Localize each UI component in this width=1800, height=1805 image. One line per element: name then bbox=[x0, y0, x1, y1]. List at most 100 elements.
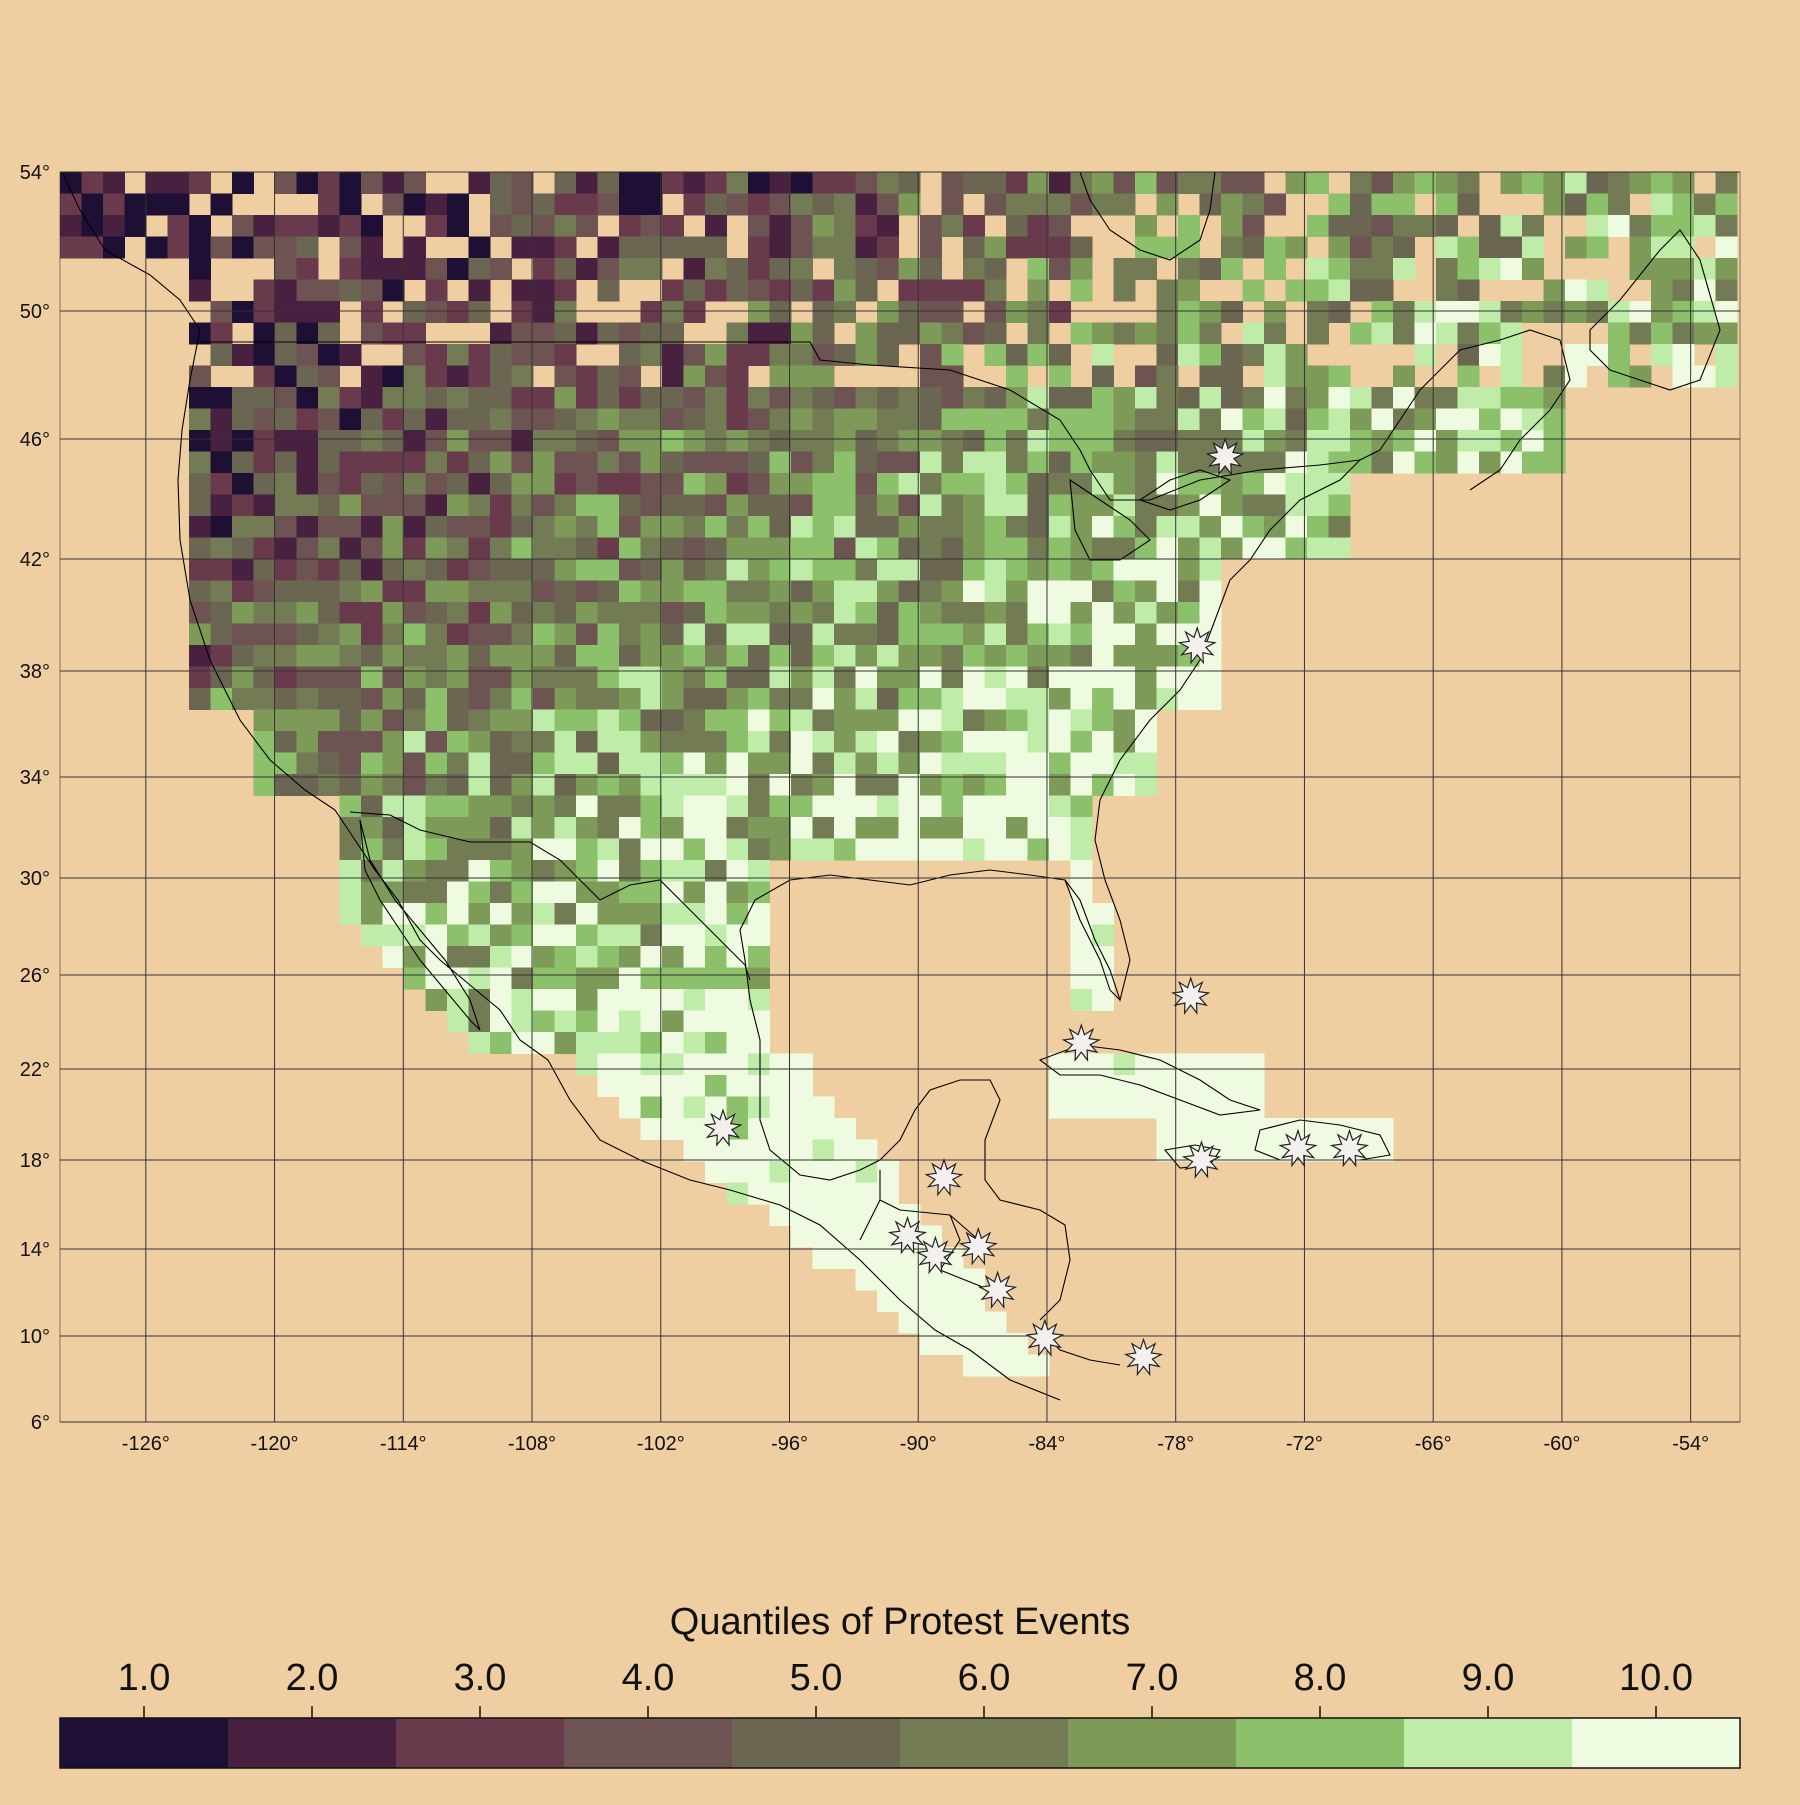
quantile-cell bbox=[511, 516, 534, 538]
quantile-cell bbox=[576, 516, 598, 538]
quantile-cell bbox=[533, 387, 555, 409]
legend-swatch bbox=[1236, 1718, 1404, 1768]
quantile-cell bbox=[791, 537, 813, 560]
lat-tick-label: 18° bbox=[20, 1150, 50, 1172]
quantile-cell bbox=[619, 215, 641, 237]
border-us-mexico bbox=[349, 811, 751, 981]
quantile-cell bbox=[662, 752, 684, 775]
quantile-cell bbox=[1457, 408, 1480, 431]
quantile-cell bbox=[533, 709, 555, 732]
quantile-cell bbox=[984, 709, 1007, 732]
quantile-cell bbox=[339, 451, 362, 474]
quantile-cell bbox=[210, 301, 233, 323]
quantile-cell bbox=[1156, 365, 1179, 388]
quantile-cell bbox=[232, 537, 254, 560]
quantile-cell bbox=[339, 881, 362, 904]
quantile-cell bbox=[253, 559, 276, 581]
quantile-cell bbox=[662, 172, 684, 194]
quantile-cell bbox=[1049, 451, 1071, 474]
quantile-cell bbox=[834, 580, 856, 603]
quantile-cell bbox=[533, 494, 555, 517]
lon-tick-label: -90° bbox=[900, 1433, 937, 1455]
quantile-cell bbox=[1672, 236, 1695, 259]
quantile-cell bbox=[619, 408, 641, 431]
quantile-cell bbox=[232, 688, 254, 710]
quantile-cell bbox=[1651, 193, 1673, 216]
quantile-cell bbox=[748, 752, 770, 775]
quantile-cell bbox=[468, 924, 491, 947]
quantile-cell bbox=[619, 881, 641, 904]
quantile-cell bbox=[554, 774, 577, 796]
quantile-cell bbox=[533, 215, 555, 237]
quantile-cell bbox=[425, 774, 448, 796]
quantile-cell bbox=[554, 817, 577, 839]
quantile-cell bbox=[1027, 752, 1050, 775]
quantile-cell bbox=[1027, 473, 1050, 495]
quantile-cell bbox=[468, 258, 491, 280]
quantile-cell bbox=[640, 666, 663, 689]
quantile-cell bbox=[683, 1118, 706, 1140]
quantile-cell bbox=[232, 494, 254, 517]
quantile-cell bbox=[984, 344, 1007, 366]
quantile-cell bbox=[1070, 537, 1093, 560]
quantile-cell bbox=[404, 774, 426, 796]
quantile-cell bbox=[1027, 215, 1050, 237]
quantile-cell bbox=[511, 494, 534, 517]
quantile-cell bbox=[361, 774, 383, 796]
quantile-cell bbox=[1586, 236, 1609, 259]
quantile-cell bbox=[941, 473, 964, 495]
quantile-cell bbox=[1156, 623, 1179, 646]
quantile-cell bbox=[124, 215, 147, 237]
quantile-cell bbox=[1135, 1096, 1157, 1119]
quantile-cell bbox=[683, 559, 706, 581]
quantile-cell bbox=[705, 365, 727, 388]
quantile-cell bbox=[554, 1010, 577, 1033]
quantile-cell bbox=[1049, 258, 1071, 280]
quantile-cell bbox=[1049, 795, 1071, 818]
quantile-cell bbox=[1027, 602, 1050, 624]
quantile-cell bbox=[1156, 1096, 1179, 1119]
quantile-cell bbox=[877, 451, 899, 474]
quantile-cell bbox=[189, 236, 211, 259]
quantile-cell bbox=[490, 946, 512, 968]
quantile-cell bbox=[769, 688, 792, 710]
quantile-cell bbox=[769, 731, 792, 753]
quantile-cell bbox=[769, 387, 792, 409]
quantile-cell bbox=[60, 172, 82, 194]
quantile-cell bbox=[318, 666, 340, 689]
quantile-cell bbox=[812, 473, 835, 495]
quantile-cell bbox=[1070, 817, 1093, 839]
quantile-cell bbox=[189, 215, 211, 237]
quantile-cell bbox=[1328, 215, 1351, 237]
quantile-cell bbox=[576, 451, 598, 474]
quantile-cell bbox=[468, 279, 491, 302]
quantile-cell bbox=[1672, 193, 1695, 216]
quantile-cell bbox=[275, 236, 297, 259]
quantile-cell bbox=[1307, 408, 1329, 431]
quantile-cell bbox=[361, 881, 383, 904]
quantile-cell bbox=[597, 537, 620, 560]
quantile-cell bbox=[1070, 989, 1093, 1011]
quantile-cell bbox=[1178, 602, 1200, 624]
quantile-cell bbox=[576, 838, 598, 861]
quantile-cell bbox=[984, 430, 1007, 452]
quantile-cell bbox=[834, 387, 856, 409]
quantile-cell bbox=[1522, 258, 1544, 280]
quantile-cell bbox=[1027, 795, 1050, 818]
quantile-cell bbox=[1049, 645, 1071, 667]
capital-star-icon bbox=[1061, 1023, 1101, 1062]
quantile-cell bbox=[425, 473, 448, 495]
quantile-cell bbox=[1113, 623, 1136, 646]
lat-tick-label: 42° bbox=[20, 549, 50, 571]
quantile-cell bbox=[726, 838, 749, 861]
quantile-cell bbox=[1242, 172, 1265, 194]
quantile-cell bbox=[726, 774, 749, 796]
quantile-cell bbox=[877, 709, 899, 732]
quantile-cell bbox=[1027, 688, 1050, 710]
quantile-cell bbox=[1178, 537, 1200, 560]
quantile-cell bbox=[533, 430, 555, 452]
quantile-cell bbox=[1178, 580, 1200, 603]
quantile-cell bbox=[554, 580, 577, 603]
quantile-cell bbox=[318, 430, 340, 452]
quantile-cell bbox=[984, 494, 1007, 517]
